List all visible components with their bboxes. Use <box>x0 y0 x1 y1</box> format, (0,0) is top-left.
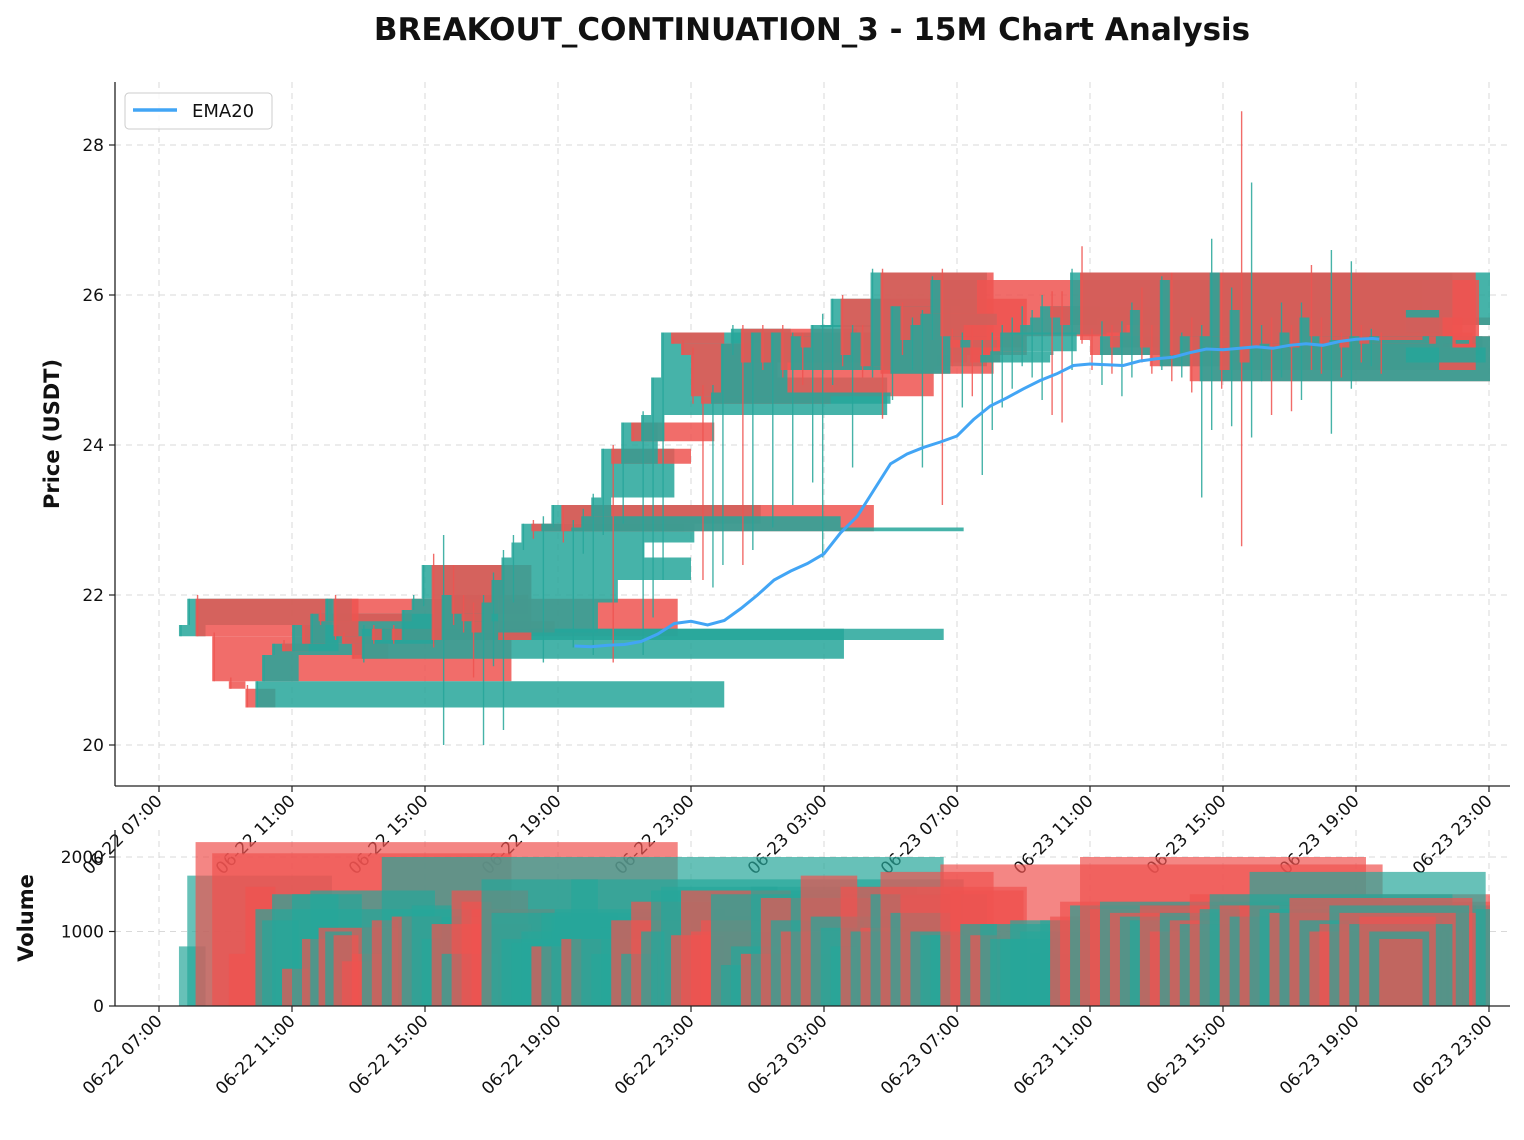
volume-x-tick-label: 06-22 19:00 <box>478 1011 566 1099</box>
candle-body <box>341 636 372 644</box>
candle-body <box>591 497 612 517</box>
candle-body <box>980 355 1051 363</box>
price-y-tick-label: 22 <box>82 586 104 606</box>
candle-body <box>1020 325 1127 333</box>
candle-body <box>461 613 492 622</box>
volume-x-tick-label: 06-23 11:00 <box>1010 1011 1098 1099</box>
candle-body <box>710 392 891 404</box>
volume-x-tick-label: 06-22 23:00 <box>611 1011 699 1099</box>
candle-body <box>318 613 412 622</box>
candle-body <box>1379 336 1423 340</box>
legend-box <box>124 92 273 130</box>
legend-ema20-label: EMA20 <box>192 101 254 122</box>
volume-bar <box>1379 938 1423 1006</box>
price-candles <box>178 111 1490 745</box>
candle-body <box>262 655 299 682</box>
candle-body <box>1309 317 1463 337</box>
volume-bars <box>116 830 1510 1006</box>
volume-bar <box>228 953 246 1006</box>
price-y-tick-label: 28 <box>82 136 104 156</box>
volume-panel: 0 1000 2000 06-22 07:00 06-22 11:00 06-22 15… <box>14 830 1510 1099</box>
candle-body <box>228 681 246 689</box>
candle-body <box>571 527 964 532</box>
price-y-tick-label: 20 <box>82 736 104 756</box>
candle-body <box>491 580 618 603</box>
volume-panel-top <box>116 830 1510 831</box>
volume-x-ticks: 06-22 07:00 06-22 11:00 06-22 15:00 06-22 1… <box>79 1006 1497 1099</box>
legend: EMA20 <box>124 92 273 130</box>
volume-x-tick-label: 06-22 07:00 <box>79 1011 167 1099</box>
volume-x-tick-label: 06-23 07:00 <box>877 1011 965 1099</box>
price-y-axis-label: Price (USDT) <box>40 359 64 509</box>
candle-body <box>381 628 944 640</box>
ema20-line <box>574 336 1380 649</box>
volume-x-tick-label: 06-22 15:00 <box>345 1011 433 1099</box>
candle-body <box>333 598 359 637</box>
volume-x-tick-label: 06-23 03:00 <box>744 1011 832 1099</box>
candle-body <box>671 332 725 344</box>
volume-x-tick-label: 06-23 15:00 <box>1143 1011 1231 1099</box>
candle-body <box>1249 347 1486 363</box>
volume-x-tick-label: 06-22 11:00 <box>212 1011 300 1099</box>
price-x-tick-label: 06-23 23:00 <box>1409 791 1497 879</box>
candle-body <box>178 625 206 637</box>
price-y-tick-label: 24 <box>82 436 104 456</box>
volume-x-tick-label: 06-23 19:00 <box>1276 1011 1364 1099</box>
chart-title: BREAKOUT_CONTINUATION_3 - 15M Chart Anal… <box>374 12 1250 48</box>
volume-x-tick-label: 06-23 23:00 <box>1409 1011 1497 1099</box>
candle-body <box>511 542 645 558</box>
candle-body <box>255 681 725 708</box>
candle-body <box>1000 332 1077 352</box>
candle-body <box>1010 332 1107 335</box>
price-y-ticks: 20 22 24 26 28 <box>82 136 115 756</box>
volume-y-tick-label: 1000 <box>61 923 104 943</box>
volume-y-axis-label: Volume <box>14 874 38 962</box>
price-y-tick-label: 26 <box>82 286 104 306</box>
volume-y-ticks: 0 1000 2000 <box>61 848 115 1017</box>
candle-body <box>581 516 841 528</box>
candle-body <box>481 602 598 633</box>
volume-y-tick-label: 2000 <box>61 848 104 868</box>
volume-y-tick-label: 0 <box>93 997 104 1017</box>
